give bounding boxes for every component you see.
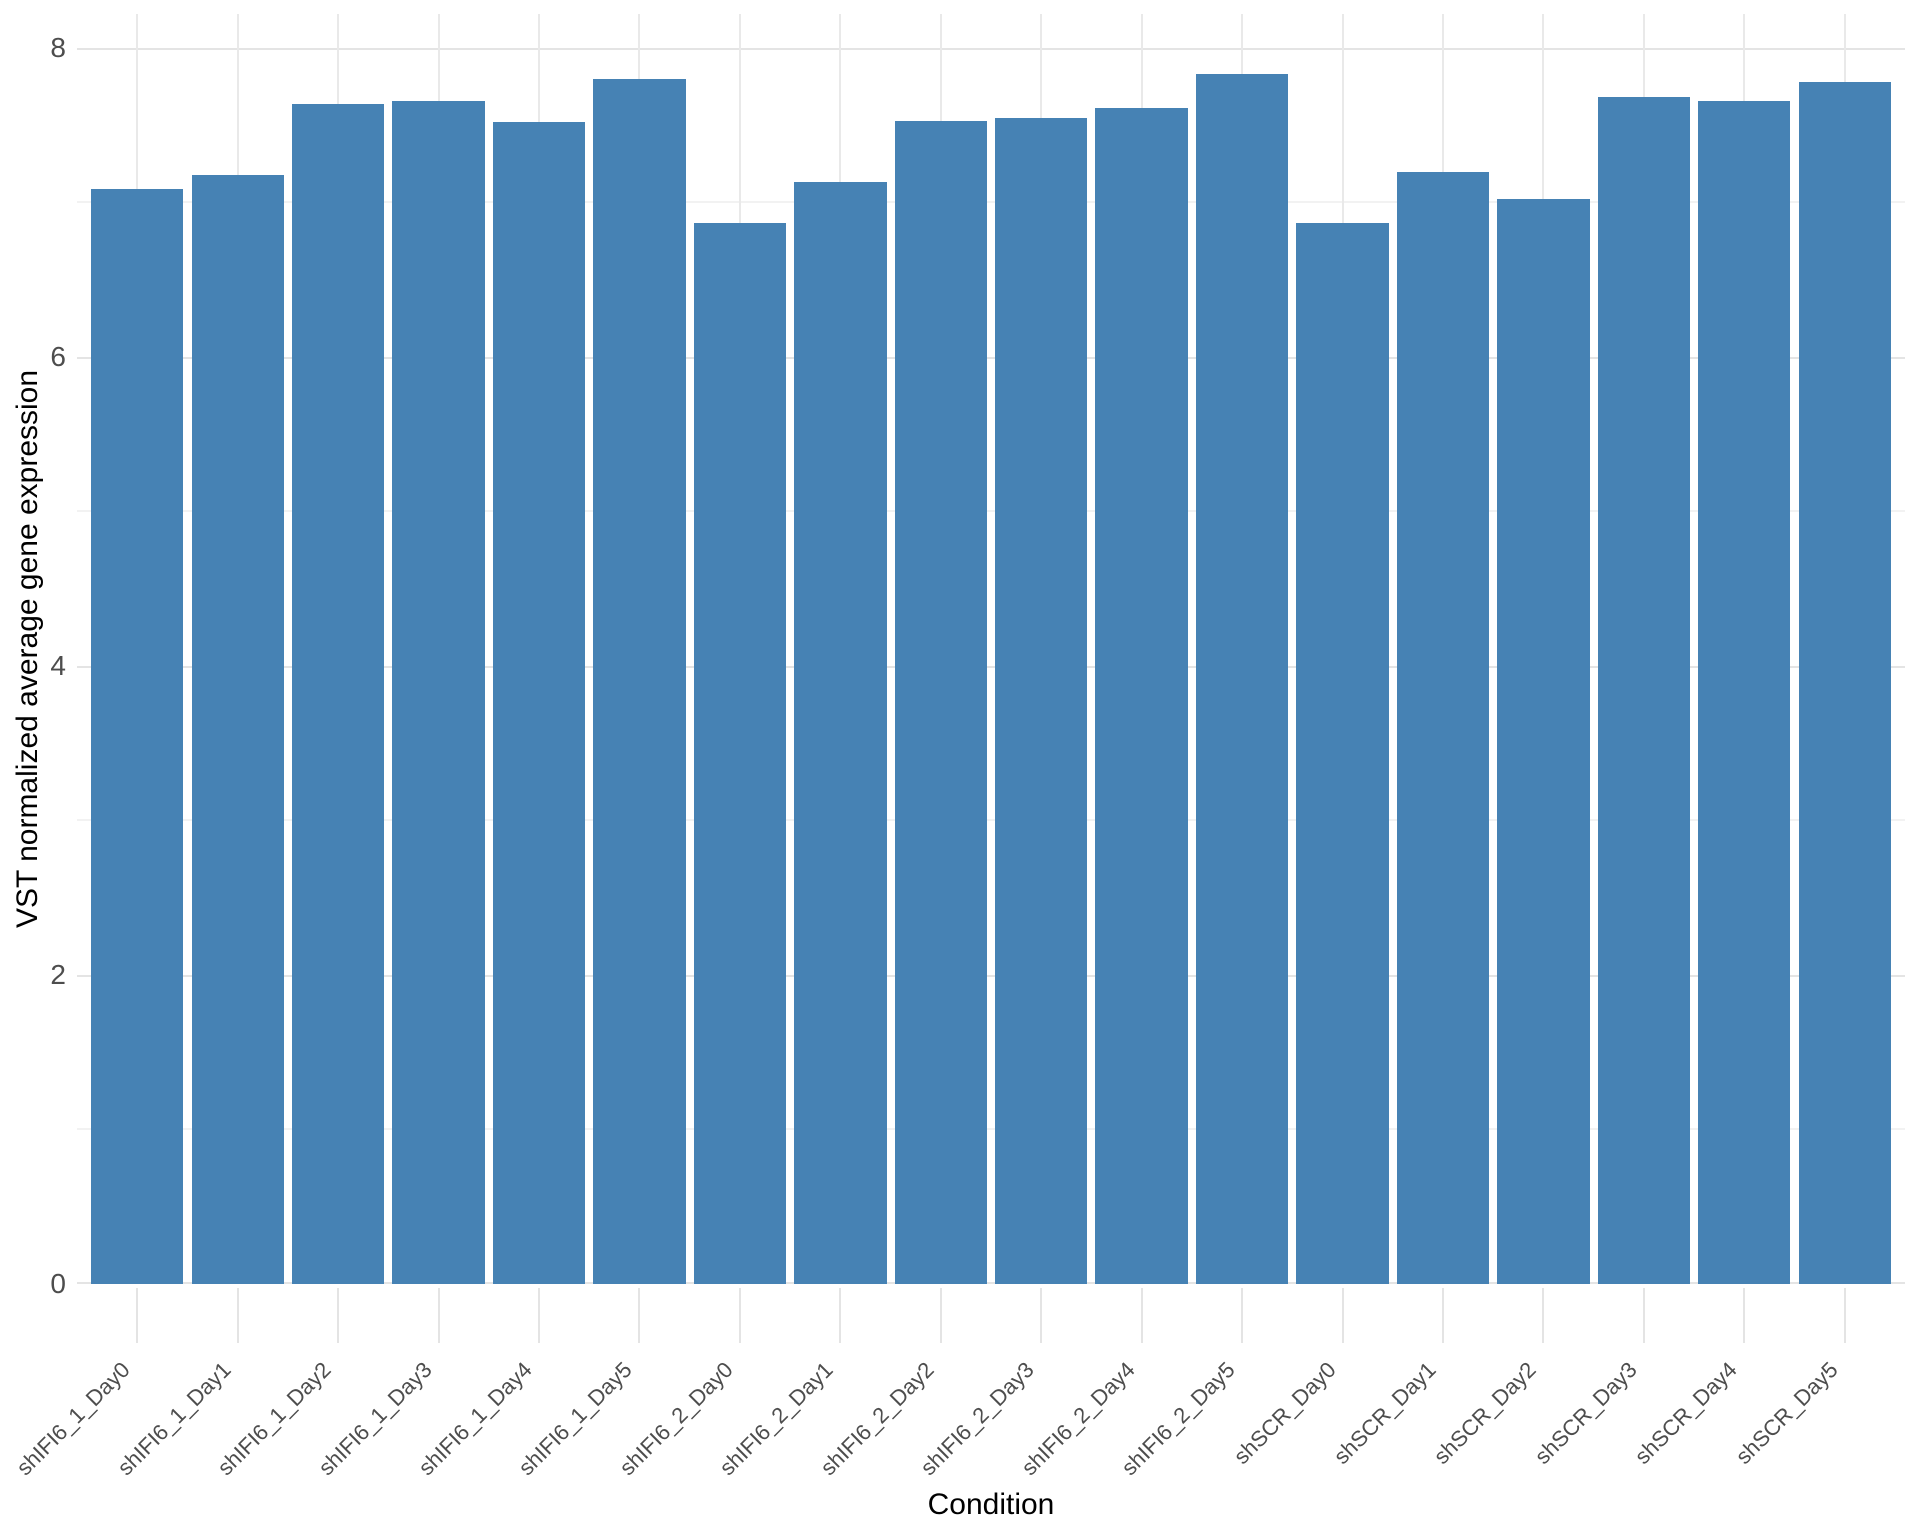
bar-shIFI6_1_Day4 bbox=[492, 122, 586, 1284]
x-tick-mark-shSCR_Day5 bbox=[1843, 1288, 1846, 1343]
bar-shIFI6_1_Day0 bbox=[91, 188, 184, 1284]
gridline-major-y0 bbox=[77, 1282, 1905, 1284]
bar-shIFI6_2_Day1 bbox=[794, 182, 887, 1284]
x-tick-mark-shSCR_Day3 bbox=[1642, 1288, 1645, 1343]
x-tick-mark-shSCR_Day4 bbox=[1743, 1288, 1746, 1343]
bar-shIFI6_2_Day3 bbox=[995, 117, 1088, 1284]
x-tick-mark-shIFI6_2_Day4 bbox=[1140, 1288, 1143, 1343]
bar-shSCR_Day3 bbox=[1597, 97, 1691, 1284]
plot-panel bbox=[77, 14, 1905, 1284]
bar-shIFI6_2_Day4 bbox=[1095, 108, 1188, 1284]
y-tick-label-2: 2 bbox=[50, 958, 66, 990]
gridline-major-y2 bbox=[77, 974, 1905, 977]
y-tick-label-6: 6 bbox=[50, 340, 66, 372]
bar-shIFI6_1_Day1 bbox=[191, 174, 284, 1284]
x-tick-mark-shIFI6_2_Day2 bbox=[939, 1288, 942, 1343]
x-tick-mark-shIFI6_2_Day3 bbox=[1040, 1288, 1043, 1343]
gridline-major-y6 bbox=[77, 356, 1905, 359]
x-tick-mark-shIFI6_1_Day2 bbox=[337, 1288, 340, 1343]
x-tick-mark-shIFI6_1_Day4 bbox=[538, 1288, 541, 1343]
gridline-minor-y1 bbox=[77, 1128, 1905, 1131]
gridline-major-y8 bbox=[77, 47, 1905, 50]
x-tick-mark-shIFI6_1_Day1 bbox=[236, 1288, 239, 1343]
bar-shIFI6_1_Day2 bbox=[291, 103, 385, 1284]
x-axis-title: Condition bbox=[927, 1488, 1055, 1521]
bar-shSCR_Day2 bbox=[1497, 199, 1590, 1284]
gridline-minor-y7 bbox=[77, 201, 1905, 204]
x-tick-mark-shIFI6_1_Day3 bbox=[437, 1288, 440, 1343]
bar-shIFI6_2_Day0 bbox=[693, 222, 787, 1284]
bar-shSCR_Day5 bbox=[1798, 81, 1891, 1284]
bar-shIFI6_2_Day2 bbox=[894, 120, 987, 1284]
bar-shSCR_Day0 bbox=[1296, 222, 1389, 1284]
y-tick-label-0: 0 bbox=[50, 1268, 66, 1299]
x-tick-mark-shIFI6_1_Day5 bbox=[638, 1288, 641, 1343]
bar-shSCR_Day4 bbox=[1698, 100, 1791, 1284]
x-tick-mark-shSCR_Day0 bbox=[1341, 1288, 1344, 1343]
bar-shIFI6_2_Day5 bbox=[1195, 74, 1289, 1284]
x-tick-mark-shSCR_Day2 bbox=[1542, 1288, 1545, 1343]
gridline-minor-y5 bbox=[77, 510, 1905, 513]
x-tick-mark-shIFI6_2_Day1 bbox=[839, 1288, 842, 1343]
bar-shIFI6_1_Day3 bbox=[392, 100, 485, 1284]
x-tick-mark-shIFI6_1_Day0 bbox=[136, 1288, 139, 1343]
gridline-major-y4 bbox=[77, 665, 1905, 668]
x-tick-mark-shIFI6_2_Day5 bbox=[1241, 1288, 1244, 1343]
bar-shSCR_Day1 bbox=[1396, 171, 1490, 1284]
y-tick-label-8: 8 bbox=[50, 31, 66, 63]
gridline-minor-y3 bbox=[77, 819, 1905, 822]
x-tick-mark-shSCR_Day1 bbox=[1441, 1288, 1444, 1343]
x-tick-mark-shIFI6_2_Day0 bbox=[738, 1288, 741, 1343]
bar-shIFI6_1_Day5 bbox=[593, 78, 686, 1284]
y-tick-label-4: 4 bbox=[50, 649, 66, 681]
